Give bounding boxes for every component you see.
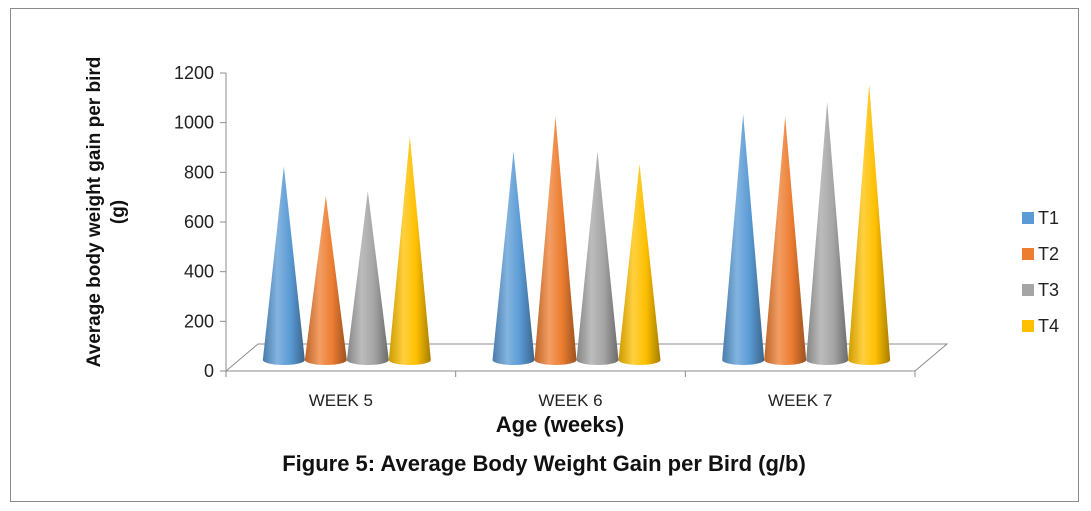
cone-t3-week-6 — [576, 151, 619, 365]
legend-label-t1: T1 — [1038, 208, 1059, 228]
y-tick-label: 1200 — [174, 63, 214, 83]
cone-t4-week-7 — [848, 84, 891, 365]
y-axis-title: Average body weight gain per bird — [84, 57, 105, 368]
y-tick-label: 600 — [184, 212, 214, 232]
y-tick-label: 800 — [184, 162, 214, 182]
cone-t1-week-6 — [492, 151, 535, 365]
cone-t1-week-7 — [722, 114, 765, 365]
legend: T1 T2 T3 T4 — [1022, 208, 1059, 336]
y-tick-labels: 0 200 400 600 800 1000 1200 — [174, 63, 226, 381]
legend-swatch-t1 — [1022, 212, 1034, 224]
legend-swatch-t3 — [1022, 284, 1034, 296]
y-tick-label: 400 — [184, 262, 214, 282]
cone-t2-week-6 — [534, 116, 577, 366]
x-axis-title: Age (weeks) — [496, 412, 624, 437]
y-tick-label: 200 — [184, 311, 214, 331]
x-tick-label: WEEK 7 — [768, 391, 832, 410]
cone-t2-week-5 — [304, 196, 347, 365]
x-tick-label: WEEK 5 — [309, 391, 373, 410]
x-tick-label: WEEK 6 — [538, 391, 602, 410]
cone-t3-week-5 — [346, 191, 389, 365]
legend-swatch-t4 — [1022, 320, 1034, 332]
cone-t4-week-6 — [618, 163, 661, 365]
x-tick-labels: WEEK 5 WEEK 6 WEEK 7 — [225, 371, 916, 410]
y-axis-title-unit: (g) — [108, 200, 129, 224]
legend-label-t4: T4 — [1038, 316, 1059, 336]
cone-t2-week-7 — [764, 116, 807, 366]
cone-t1-week-5 — [262, 166, 305, 365]
cone-t4-week-5 — [388, 136, 431, 365]
chart-title: Figure 5: Average Body Weight Gain per B… — [282, 451, 806, 476]
y-tick-label: 0 — [204, 361, 214, 381]
legend-swatch-t2 — [1022, 248, 1034, 260]
legend-label-t3: T3 — [1038, 280, 1059, 300]
cone-t3-week-7 — [806, 101, 849, 366]
y-tick-label: 1000 — [174, 113, 214, 133]
data-marks — [262, 84, 891, 366]
legend-label-t2: T2 — [1038, 244, 1059, 264]
